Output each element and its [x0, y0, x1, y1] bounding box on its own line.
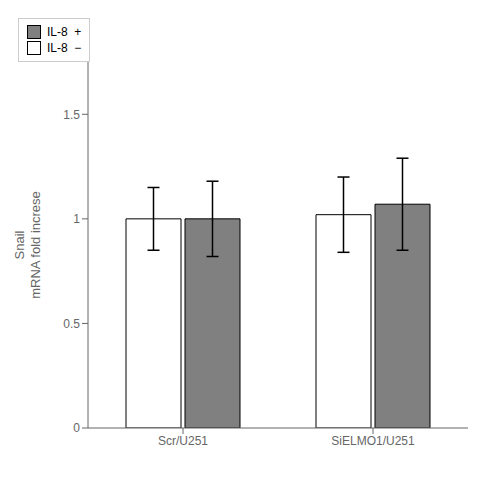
- svg-text:SnailmRNA fold increse: SnailmRNA fold increse: [12, 191, 43, 299]
- svg-text:0.5: 0.5: [63, 317, 80, 331]
- svg-text:1: 1: [73, 212, 80, 226]
- svg-text:0: 0: [73, 421, 80, 435]
- svg-text:SiELMO1/U251: SiELMO1/U251: [331, 434, 415, 448]
- html-text:IL-8 +: IL-8 +: [47, 25, 82, 39]
- html-text:IL-8 −: IL-8 −: [47, 41, 82, 55]
- svg-text:Scr/U251: Scr/U251: [158, 434, 208, 448]
- svg-text:1.5: 1.5: [63, 108, 80, 122]
